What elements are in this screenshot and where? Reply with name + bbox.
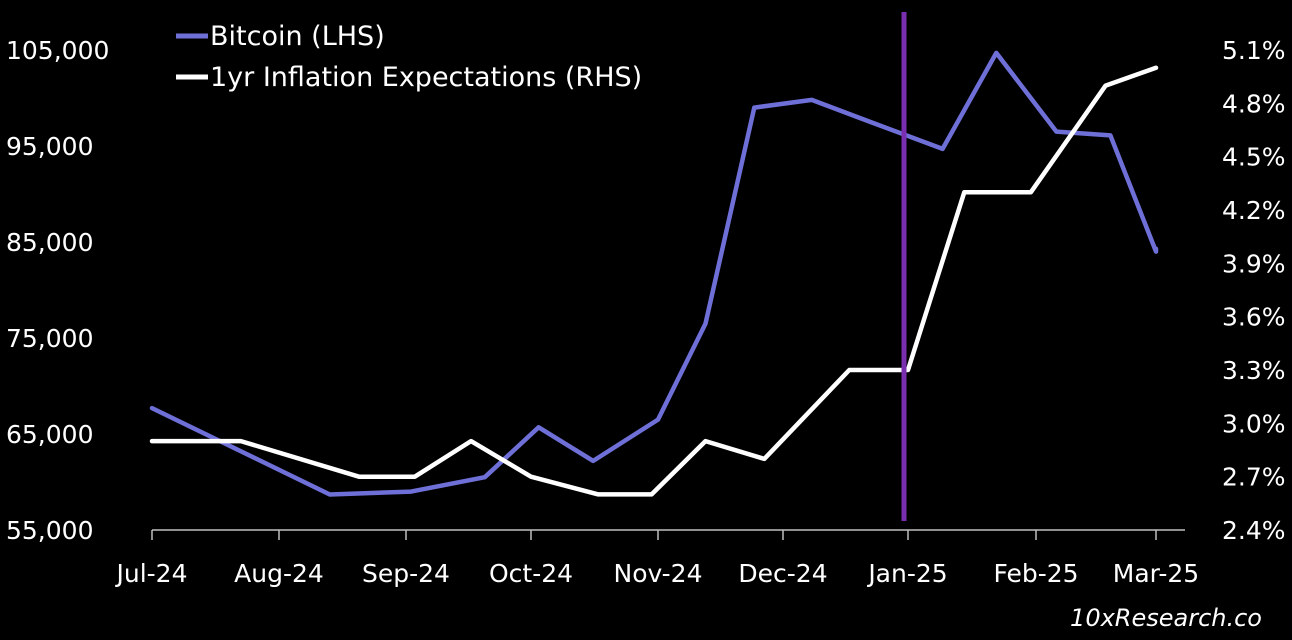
right-axis: 5.1% 4.8% 4.5% 4.2% 3.9% 3.6% 3.3% 3.0% 2.7% 2.4% — [1222, 36, 1286, 545]
watermark: 10xResearch.co — [1070, 604, 1262, 632]
right-tick-label: 5.1% — [1222, 36, 1286, 65]
right-tick-label: 3.0% — [1222, 409, 1286, 438]
x-tick-label: Oct-24 — [489, 559, 573, 588]
inflation-series-line — [149, 65, 1159, 497]
x-tick-label: Sep-24 — [362, 559, 450, 588]
x-tick-label: Jan-25 — [866, 559, 947, 588]
x-tick-label: Jul-24 — [115, 559, 188, 588]
left-tick-label: 85,000 — [6, 228, 93, 257]
left-tick-label: 75,000 — [6, 324, 93, 353]
left-tick-label: 65,000 — [6, 420, 93, 449]
right-tick-label: 2.7% — [1222, 463, 1286, 492]
series-layer — [149, 50, 1159, 497]
x-tick-label: Dec-24 — [738, 559, 827, 588]
left-tick-label: 105,000 — [6, 36, 109, 65]
legend-label-bitcoin: Bitcoin (LHS) — [210, 21, 385, 52]
right-tick-label: 2.4% — [1222, 516, 1286, 545]
left-tick-label: 55,000 — [6, 516, 93, 545]
bitcoin-series-line — [149, 50, 1159, 497]
left-tick-label: 95,000 — [6, 132, 93, 161]
right-tick-label: 4.2% — [1222, 196, 1286, 225]
right-tick-label: 3.3% — [1222, 356, 1286, 385]
x-tick-label: Feb-25 — [993, 559, 1078, 588]
right-tick-label: 4.8% — [1222, 89, 1286, 118]
legend-label-inflation: 1yr Inflation Expectations (RHS) — [210, 62, 642, 93]
right-tick-label: 4.5% — [1222, 143, 1286, 172]
legend: Bitcoin (LHS) 1yr Inflation Expectations… — [176, 21, 642, 93]
right-tick-label: 3.9% — [1222, 249, 1286, 278]
left-axis: 105,000 95,000 85,000 75,000 65,000 55,000 — [6, 36, 109, 545]
x-tick-label: Aug-24 — [234, 559, 324, 588]
x-tick-label: Mar-25 — [1113, 559, 1199, 588]
x-axis: Jul-24 Aug-24 Sep-24 Oct-24 Nov-24 Dec-24 Jan-… — [115, 529, 1199, 588]
x-tick-label: Nov-24 — [614, 559, 703, 588]
right-tick-label: 3.6% — [1222, 303, 1286, 332]
